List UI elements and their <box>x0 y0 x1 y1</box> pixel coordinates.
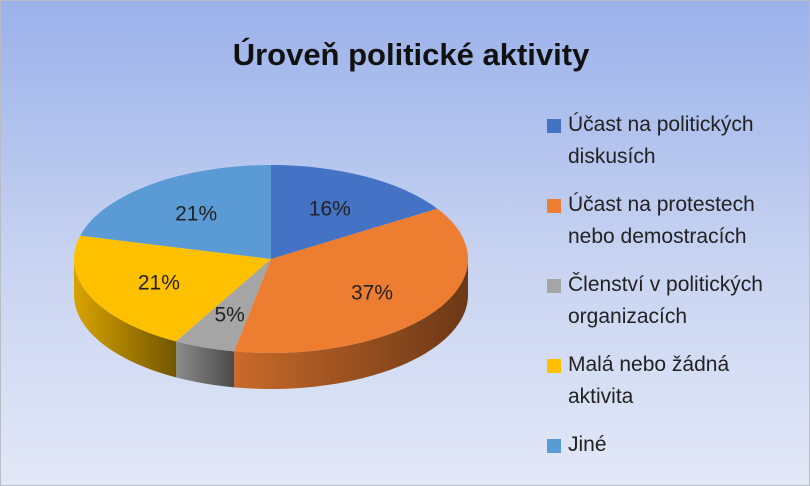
legend-entry: Jiné <box>547 429 797 461</box>
legend-label: Účast na protestech nebo demostracích <box>568 193 755 248</box>
legend-label: Jiné <box>568 433 607 456</box>
data-label: 21% <box>138 272 180 295</box>
data-label: 5% <box>214 303 244 326</box>
legend-swatch <box>547 439 561 453</box>
legend-swatch <box>547 199 561 213</box>
pie-slice <box>73 235 271 342</box>
pie-slice <box>271 165 438 259</box>
legend-label: Účast na politických diskusích <box>568 113 754 168</box>
chart-title: Úroveň politické aktivity <box>233 36 590 72</box>
slice-side <box>74 259 177 378</box>
pie-slice <box>80 165 271 259</box>
data-label: 37% <box>351 281 393 304</box>
legend-swatch <box>547 279 561 293</box>
pie-slice <box>176 259 271 352</box>
pie-slice <box>234 208 468 353</box>
legend-entry: Účast na politických diskusích <box>547 109 797 173</box>
slice-side <box>176 341 235 388</box>
legend: Účast na politických diskusích Účast na p… <box>547 109 797 477</box>
legend-entry: Členství v politických organizacích <box>547 269 797 333</box>
legend-entry: Účast na protestech nebo demostracích <box>547 189 797 253</box>
legend-swatch <box>547 359 561 373</box>
legend-entry: Malá nebo žádná aktivita <box>547 349 797 413</box>
legend-label: Členství v politických organizacích <box>568 273 763 328</box>
legend-swatch <box>547 119 561 133</box>
data-label: 21% <box>175 202 217 225</box>
data-label: 16% <box>309 197 351 220</box>
slice-side <box>234 259 468 389</box>
legend-label: Malá nebo žádná aktivita <box>568 353 730 408</box>
